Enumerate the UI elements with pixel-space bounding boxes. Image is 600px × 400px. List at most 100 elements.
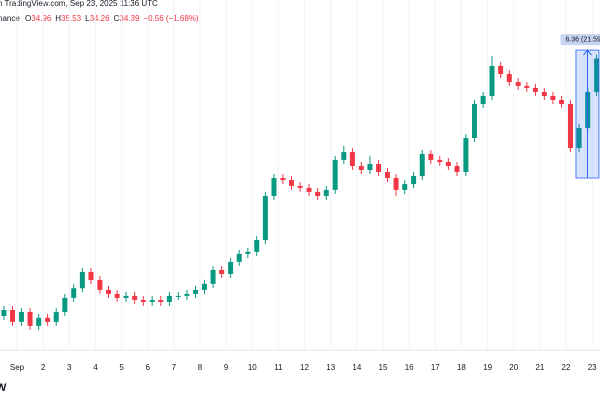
ohlc-key: L (85, 14, 90, 23)
candle-body (105, 289, 111, 294)
candle-body (559, 99, 565, 105)
x-tick-label: 16 (405, 363, 414, 372)
ohlc-key: C (114, 14, 120, 23)
candle-body (437, 159, 443, 162)
candle-body (472, 104, 478, 138)
candle-body (297, 185, 303, 188)
x-tick-label: 4 (93, 363, 98, 372)
measure-label-bg (560, 34, 600, 46)
x-tick-label: 3 (67, 363, 72, 372)
candle-body (88, 271, 94, 281)
candle-body (358, 165, 364, 170)
ohlc-value: 34.39 (119, 14, 140, 23)
x-tick-label: 23 (588, 363, 597, 372)
candle-body (175, 295, 181, 297)
candle-body (393, 178, 399, 190)
candle-body (79, 271, 85, 289)
candle-body (367, 163, 373, 170)
ohlc-legend: nance O34.96 H35.53 L34.26 C34.39 −0.56 (−1.… (0, 14, 199, 23)
x-tick-label: 7 (172, 363, 177, 372)
candle-body (236, 253, 242, 262)
candle-body (445, 161, 451, 166)
candle-body (576, 127, 582, 149)
candle-body (62, 297, 68, 313)
candle-body (480, 95, 486, 105)
candle-body (384, 171, 390, 179)
candle-body (289, 180, 295, 186)
candle-body (27, 312, 33, 326)
ohlc-key: H (55, 14, 61, 23)
x-tick-label: 13 (326, 363, 335, 372)
candle-body (140, 299, 146, 302)
x-tick-label: 11 (274, 363, 283, 372)
candle-body (149, 299, 155, 302)
candle-body (184, 293, 190, 296)
candle-body (132, 295, 138, 300)
candle-body (402, 184, 408, 190)
x-tick-label: 10 (248, 363, 257, 372)
header-source-line: h TradingView.com, Sep 23, 2025 11:36 UT… (0, 0, 158, 8)
candle-body (262, 195, 268, 240)
x-tick-label: 14 (352, 363, 361, 372)
candle-body (315, 191, 321, 196)
candle-body (193, 289, 199, 294)
candle-body (280, 178, 286, 181)
candle-body (323, 189, 329, 196)
candle-body (18, 312, 24, 322)
candle-body (114, 293, 120, 298)
candle-body (532, 87, 538, 92)
candle-body (166, 295, 172, 302)
x-tick-label: 22 (562, 363, 571, 372)
x-tick-label: 2 (41, 363, 46, 372)
candle-body (10, 309, 16, 322)
candle-body (515, 82, 521, 86)
candle-body (541, 91, 547, 96)
candle-body (97, 280, 103, 290)
candle-body (306, 187, 312, 192)
candle-body (341, 152, 347, 160)
candle-body (271, 178, 277, 196)
x-tick-label: 8 (198, 363, 203, 372)
x-tick-label: 17 (431, 363, 440, 372)
candle-body (219, 269, 225, 274)
ohlc-value: 34.26 (90, 14, 111, 23)
candle-body (419, 153, 425, 177)
measure-arrowhead (583, 49, 592, 56)
x-tick-label: 5 (119, 363, 124, 372)
x-tick-label: 20 (509, 363, 518, 372)
candle-body (506, 74, 512, 83)
candle-body (489, 65, 495, 96)
candle-body (463, 138, 469, 172)
candle-body (123, 295, 129, 298)
candle-body (36, 317, 42, 326)
candle-body (45, 317, 51, 322)
ohlc-change: −0.56 (−1.68%) (143, 14, 198, 23)
candle-body (594, 58, 600, 92)
candle-body (524, 85, 530, 88)
candle-body (567, 104, 573, 149)
candle-body (1, 309, 7, 317)
candle-body (228, 261, 234, 274)
x-tick-label: 21 (535, 363, 544, 372)
x-tick-label: 19 (483, 363, 492, 372)
candle-body (411, 176, 417, 185)
x-tick-label: 12 (300, 363, 309, 372)
candle-body (550, 95, 556, 100)
x-tick-label: 18 (457, 363, 466, 372)
x-tick-label: Sep (10, 363, 25, 372)
candle-body (53, 312, 59, 322)
candle-body (498, 65, 504, 75)
candle-body (454, 165, 460, 172)
candle-body (210, 269, 216, 284)
candle-body (254, 239, 260, 252)
measure-label: 6.36 (21.59%) (565, 36, 600, 43)
candle-body (376, 163, 382, 172)
logo-text: W (0, 382, 7, 394)
candle-body (71, 288, 77, 298)
ohlc-value: 34.96 (31, 14, 52, 23)
candle-body (428, 153, 434, 160)
ohlc-key: O (25, 14, 31, 23)
candle-body (158, 299, 164, 302)
candle-body (349, 152, 355, 166)
